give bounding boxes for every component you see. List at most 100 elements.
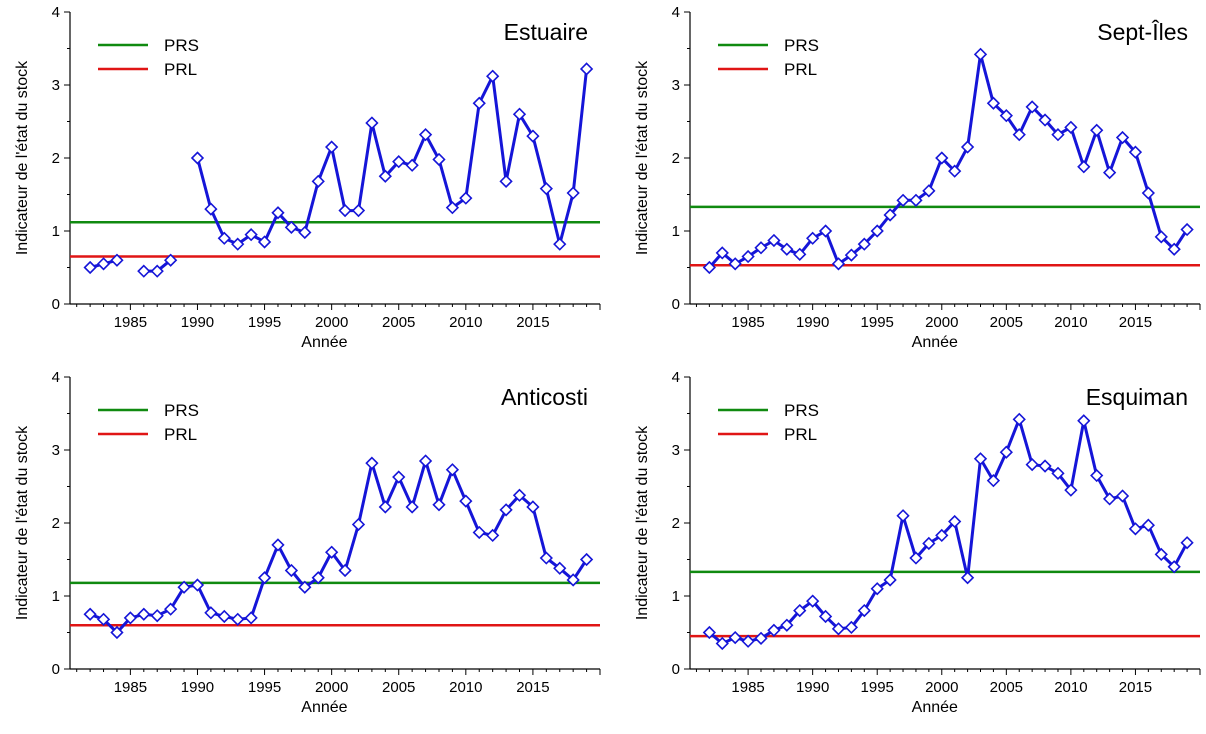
data-point	[351, 517, 366, 532]
data-point	[767, 623, 781, 637]
data-point	[190, 151, 205, 165]
y-tick-label: 2	[52, 150, 60, 167]
x-tick-label: 2015	[516, 679, 549, 696]
data-point	[83, 260, 97, 275]
data-point	[728, 630, 742, 645]
data-point	[96, 257, 111, 271]
data-point	[909, 193, 923, 207]
data-point	[311, 571, 325, 585]
data-point	[1115, 130, 1130, 145]
data-point	[1012, 128, 1026, 142]
data-point	[793, 247, 807, 261]
data-point	[137, 264, 151, 278]
data-point	[257, 235, 272, 249]
data-point	[472, 96, 486, 110]
data-point	[284, 220, 299, 234]
data-point	[1128, 522, 1143, 536]
data-point	[311, 174, 325, 188]
data-point	[702, 625, 716, 640]
y-tick-label: 0	[52, 296, 60, 313]
x-tick-label: 2005	[382, 314, 415, 331]
data-point	[486, 69, 500, 83]
data-point	[767, 233, 781, 248]
data-point	[754, 241, 768, 255]
y-tick-label: 2	[672, 150, 680, 167]
data-point	[1102, 492, 1117, 506]
y-axis-title: Indicateur de l'état du stock	[634, 60, 651, 255]
x-tick-label: 1990	[796, 314, 829, 331]
data-point	[432, 498, 446, 512]
data-point	[231, 237, 245, 251]
series-line	[708, 52, 1189, 269]
data-point	[204, 606, 218, 620]
data-point	[986, 96, 1001, 110]
x-tick-label: 1990	[181, 679, 214, 696]
data-point	[728, 257, 742, 271]
chart-panel-2: 0 1 2 3 4 1985 1990 1995 2000 2005 2010 2015 Année In…	[634, 4, 1201, 351]
data-point	[217, 231, 231, 245]
data-point	[553, 237, 567, 251]
x-axis-title: Année	[301, 334, 347, 351]
data-point	[204, 202, 218, 216]
data-point	[922, 536, 936, 551]
y-tick-label: 3	[52, 77, 60, 94]
y-tick-label: 3	[672, 77, 680, 94]
data-point	[338, 203, 352, 218]
data-point	[844, 620, 859, 635]
data-point	[459, 494, 473, 508]
data-point	[1025, 457, 1039, 472]
x-tick-label: 1990	[796, 679, 829, 696]
x-tick-label: 2000	[315, 679, 348, 696]
data-point	[164, 602, 178, 616]
legend-label-prl: PRL	[164, 425, 197, 444]
data-point	[806, 231, 820, 245]
data-point	[566, 573, 580, 587]
data-point	[378, 500, 392, 514]
legend-label-prs: PRS	[164, 36, 199, 55]
data-point	[831, 622, 846, 636]
data-point	[896, 509, 910, 523]
data-point	[818, 609, 833, 624]
legend-label-prl: PRL	[164, 60, 197, 79]
legend: PRS PRL	[718, 36, 819, 79]
data-point	[1128, 145, 1143, 159]
data-point	[806, 594, 820, 608]
legend-label-prs: PRS	[784, 401, 819, 420]
x-tick-label: 1985	[114, 679, 147, 696]
data-point	[257, 571, 272, 585]
data-point	[365, 456, 379, 470]
data-point	[1012, 412, 1026, 426]
data-point	[754, 631, 768, 645]
data-point	[351, 203, 366, 218]
data-point	[948, 514, 962, 529]
x-tick-label: 2005	[382, 679, 415, 696]
data-point	[818, 224, 833, 238]
data-point	[298, 580, 312, 594]
x-axis-title: Année	[301, 699, 347, 716]
series-line	[708, 417, 1189, 645]
data-point	[405, 500, 419, 514]
y-tick-label: 1	[672, 588, 680, 605]
y-axis-title: Indicateur de l'état du stock	[14, 425, 31, 620]
data-point	[1167, 560, 1181, 574]
data-point	[177, 580, 191, 594]
data-point	[870, 582, 884, 596]
data-point	[1115, 489, 1130, 503]
data-point	[999, 445, 1013, 459]
x-tick-label: 2000	[315, 314, 348, 331]
data-point	[741, 634, 755, 648]
data-point	[110, 625, 124, 640]
legend: PRS PRL	[98, 401, 199, 444]
data-point	[1064, 483, 1078, 497]
data-point	[1154, 230, 1168, 244]
x-tick-label: 1990	[181, 314, 214, 331]
data-point	[271, 538, 285, 552]
data-point	[325, 140, 339, 154]
data-point	[1090, 468, 1104, 483]
y-tick-label: 0	[52, 661, 60, 678]
chart-panel-1: 0 1 2 3 4 1985 1990 1995 2000 2005 2010 2015 Année In…	[14, 4, 601, 351]
x-tick-label: 2010	[449, 314, 482, 331]
data-point	[164, 253, 178, 267]
data-point	[579, 552, 594, 567]
data-point	[418, 128, 433, 142]
